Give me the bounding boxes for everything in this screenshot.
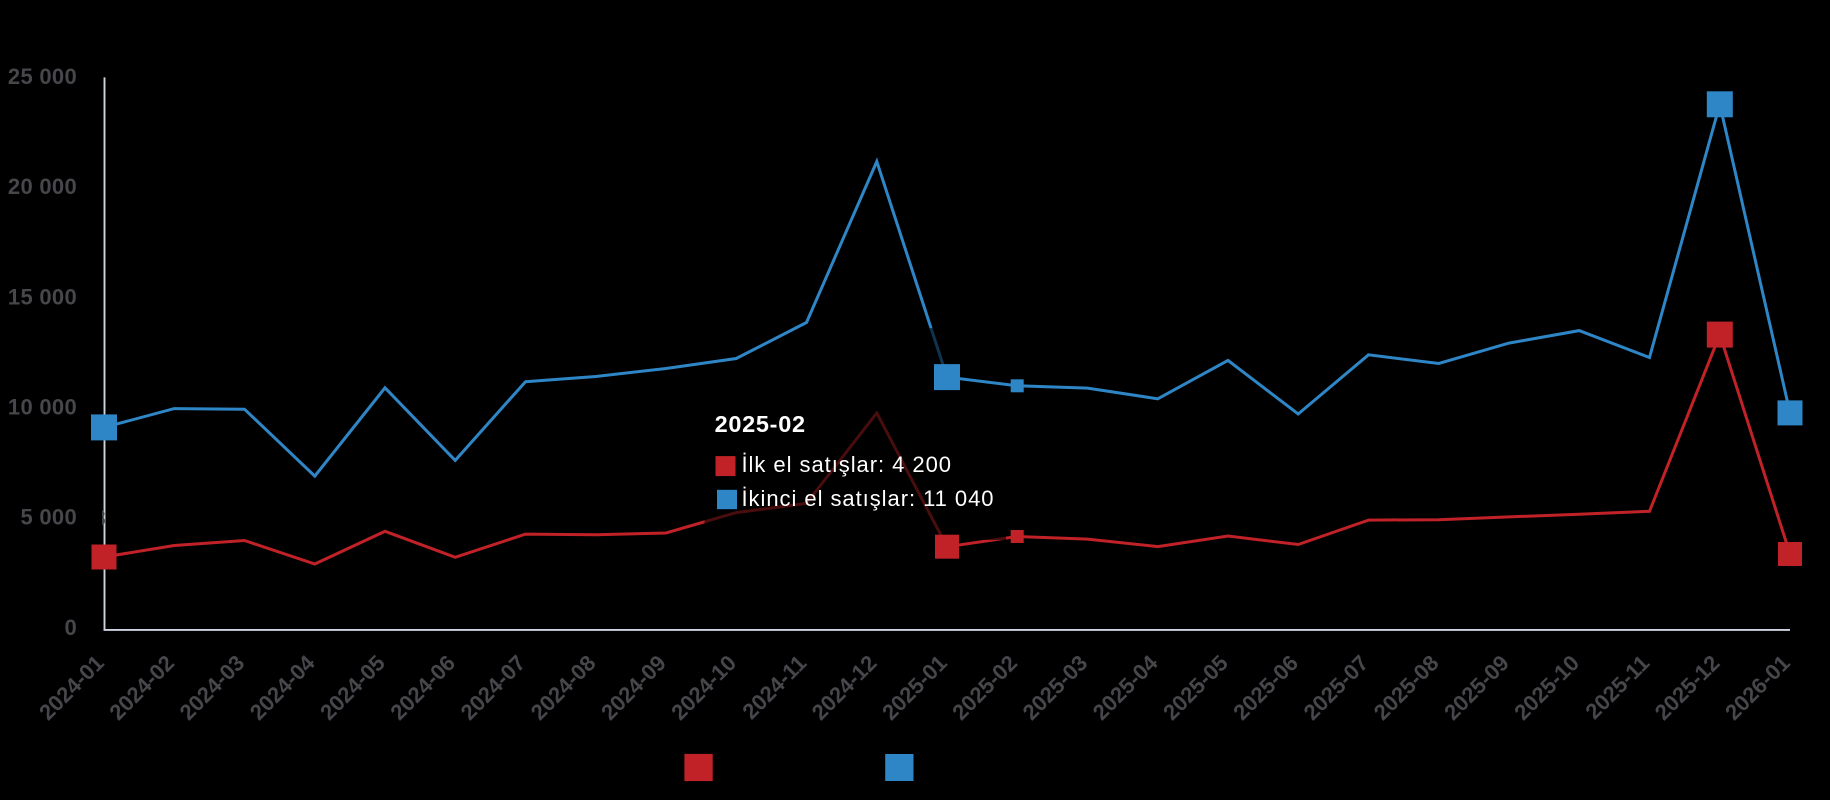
svg-text:2025-05: 2025-05 — [1158, 650, 1233, 725]
svg-text:25 000: 25 000 — [8, 64, 77, 89]
svg-text:2024-07: 2024-07 — [456, 650, 531, 725]
svg-text:2024-02: 2024-02 — [104, 650, 179, 725]
svg-text:2024-05: 2024-05 — [315, 650, 390, 725]
svg-text:2024-01: 2024-01 — [34, 650, 109, 725]
svg-text:2025-10: 2025-10 — [1509, 650, 1584, 725]
svg-text:2025-09: 2025-09 — [1439, 650, 1514, 725]
svg-text:2025-02: 2025-02 — [715, 411, 806, 437]
svg-text:İkinci el satışlar: 11 040: İkinci el satışlar: 11 040 — [742, 486, 995, 511]
svg-text:2025-11: 2025-11 — [1580, 650, 1654, 724]
svg-text:2025-12: 2025-12 — [1650, 650, 1725, 725]
svg-text:20 000: 20 000 — [8, 174, 77, 199]
svg-text:2025-04: 2025-04 — [1088, 650, 1163, 725]
svg-text:3: 3 — [94, 506, 106, 531]
svg-text:2024-08: 2024-08 — [526, 650, 601, 725]
svg-text:2025-07: 2025-07 — [1299, 650, 1374, 725]
svg-text:2024-04: 2024-04 — [245, 650, 320, 725]
svg-text:2024-11: 2024-11 — [737, 650, 811, 724]
svg-text:2025-01: 2025-01 — [877, 650, 952, 725]
svg-text:İlk el satışlar: 4 200: İlk el satışlar: 4 200 — [742, 452, 952, 477]
svg-text:0: 0 — [64, 615, 77, 640]
svg-text:10 000: 10 000 — [8, 395, 77, 420]
svg-text:2025-06: 2025-06 — [1228, 650, 1303, 725]
svg-text:2024-03: 2024-03 — [175, 650, 250, 725]
svg-text:15 000: 15 000 — [8, 284, 77, 309]
svg-text:2025-08: 2025-08 — [1369, 650, 1444, 725]
svg-text:2024-12: 2024-12 — [807, 650, 882, 725]
svg-text:5 000: 5 000 — [20, 505, 77, 530]
svg-text:2026-01: 2026-01 — [1720, 650, 1795, 725]
svg-text:2024-09: 2024-09 — [596, 650, 671, 725]
svg-text:2024-06: 2024-06 — [385, 650, 460, 725]
svg-text:2025-03: 2025-03 — [1018, 650, 1093, 725]
svg-text:2025-02: 2025-02 — [947, 650, 1022, 725]
svg-text:2024-10: 2024-10 — [666, 650, 741, 725]
